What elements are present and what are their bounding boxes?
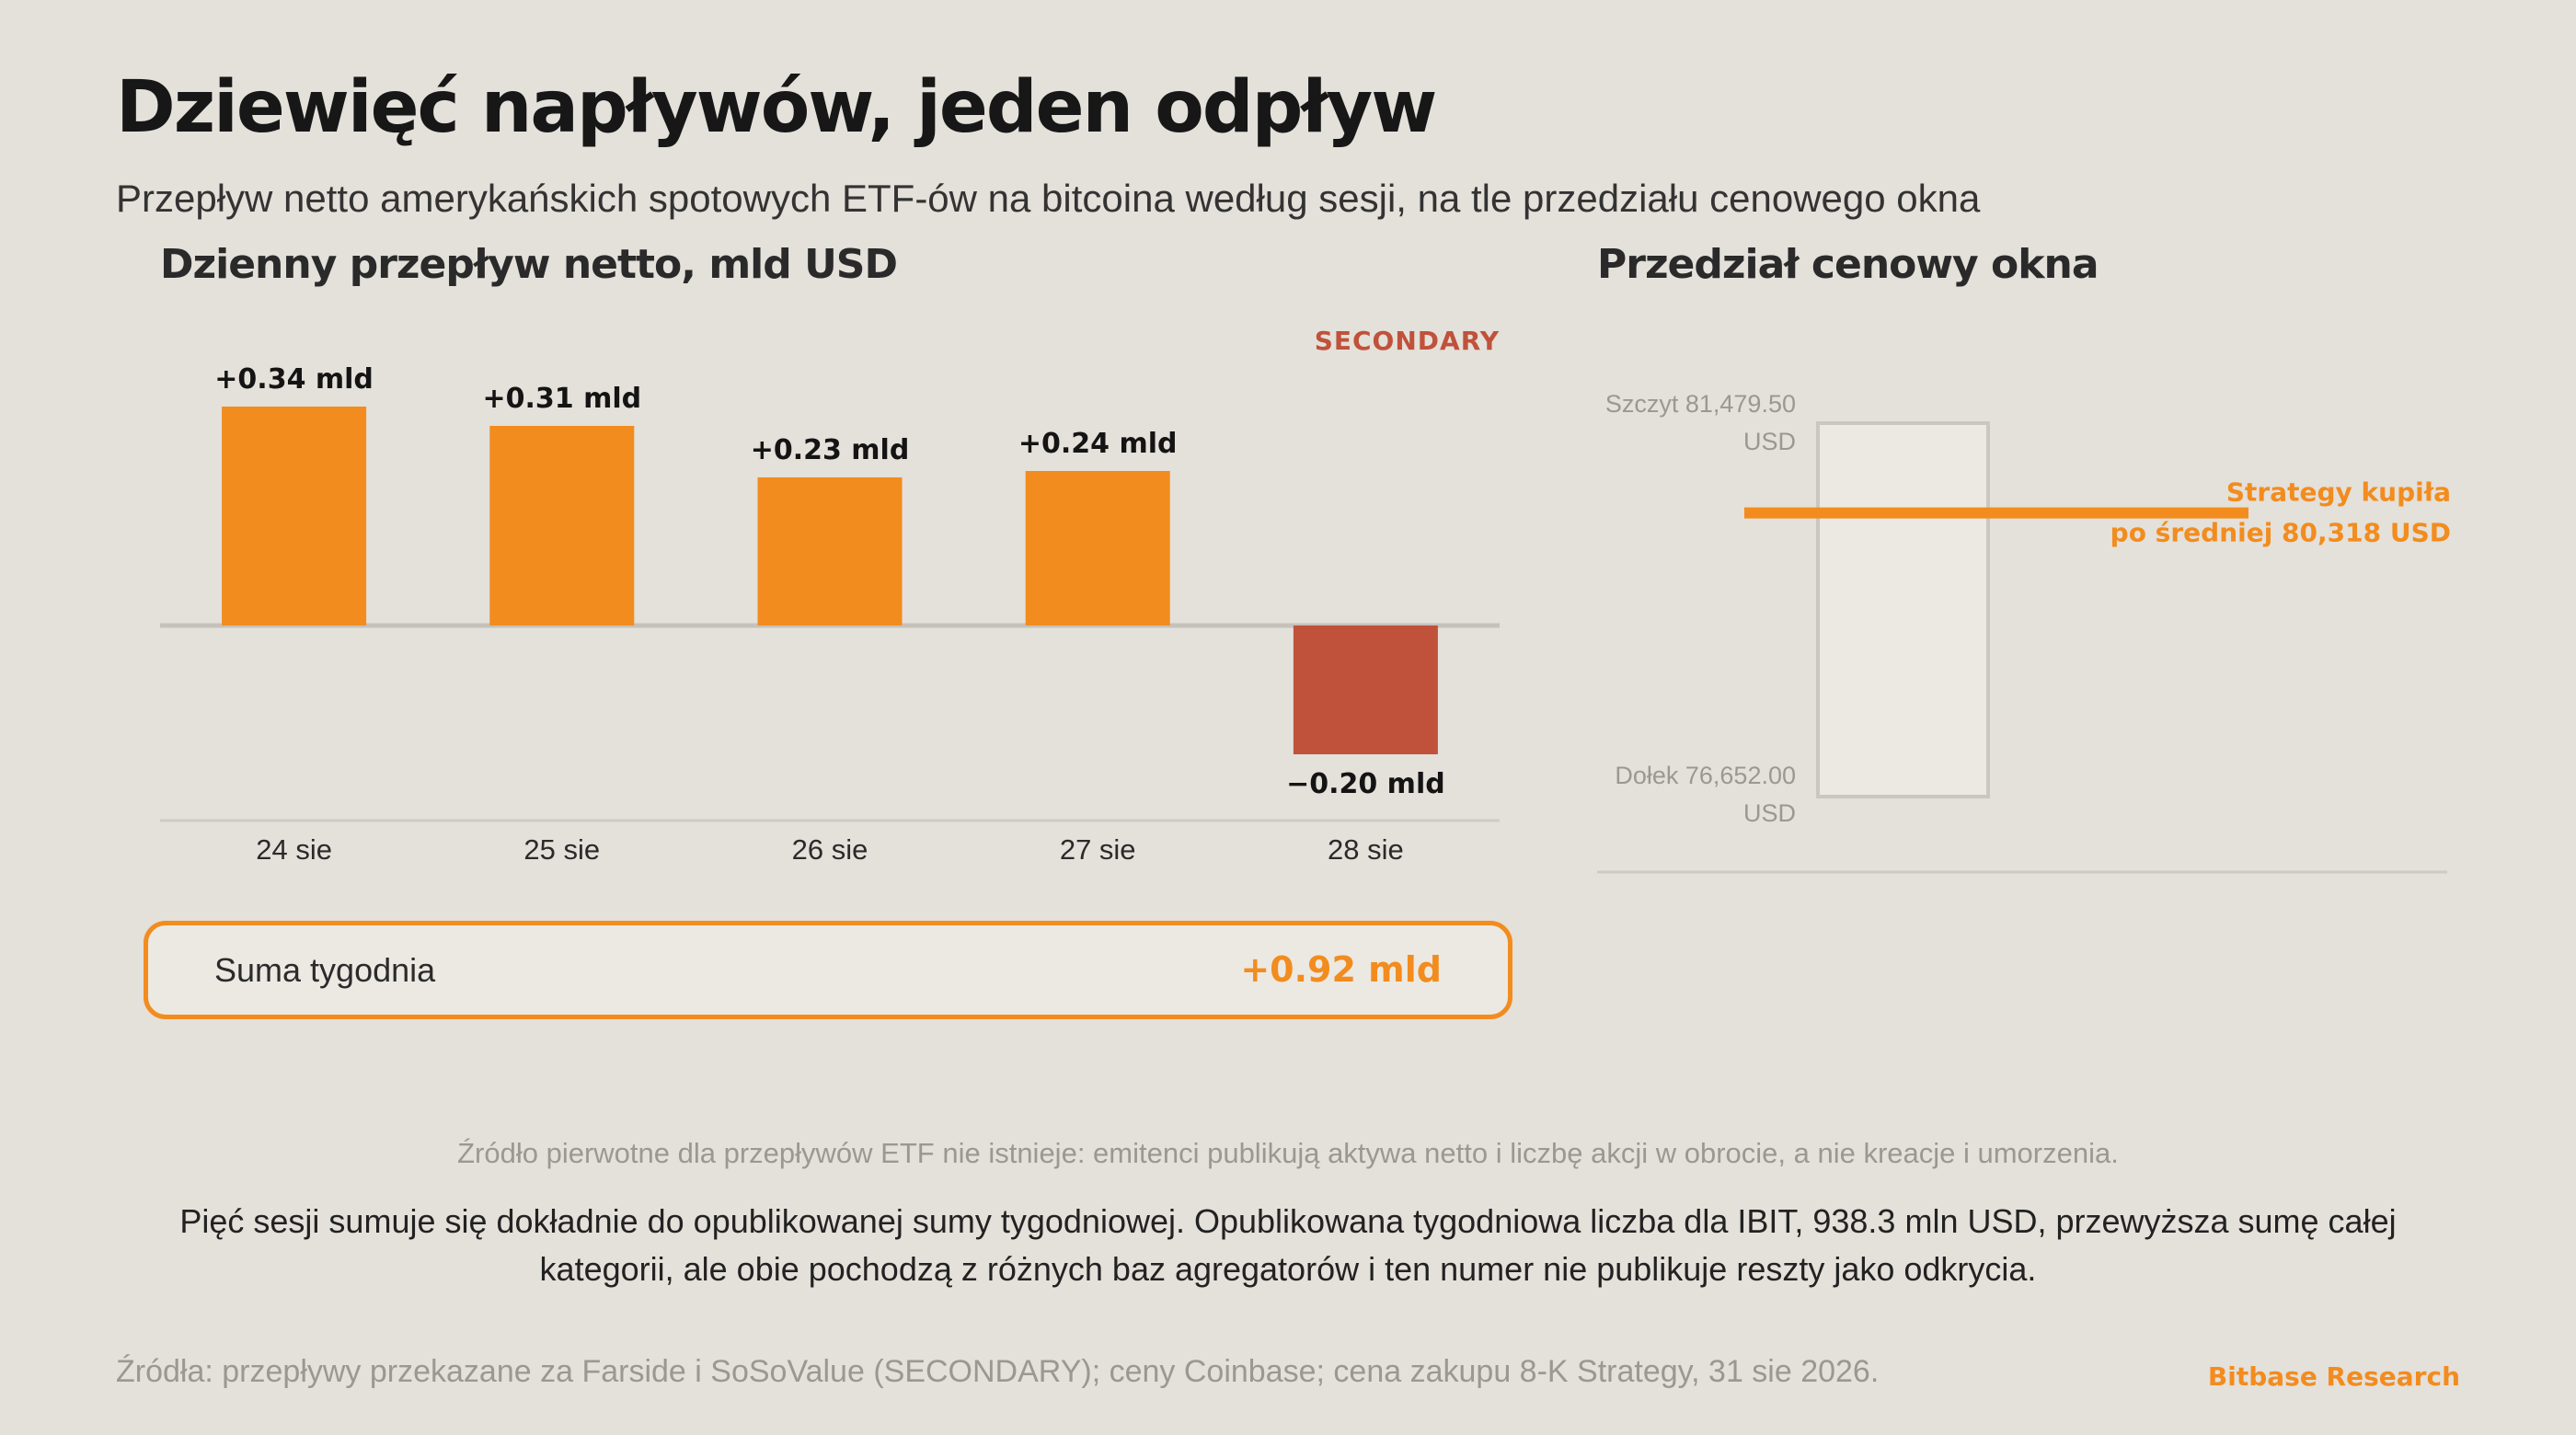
x-tick-label-1: 24 sie [256, 833, 332, 866]
strategy-buy-label-line1: Strategy kupiła [2226, 477, 2451, 508]
bar-value-label-4: +0.24 mld [1018, 428, 1178, 460]
x-tick-label-4: 27 sie [1060, 833, 1136, 866]
bar-5 [1293, 626, 1438, 754]
bar-value-label-1: +0.34 mld [214, 363, 374, 396]
x-tick-label-3: 26 sie [792, 833, 868, 866]
bar-value-label-5: −0.20 mld [1286, 768, 1445, 800]
bar-4 [1025, 471, 1170, 626]
range-chart-title: Przedział cenowy okna [1597, 241, 2099, 288]
page-title: Dziewięć napływów, jeden odpływ [116, 66, 1437, 149]
body-text: Pięć sesji sumuje się dokładnie do opubl… [179, 1202, 2397, 1288]
source-note: Źródło pierwotne dla przepływów ETF nie … [457, 1137, 2119, 1169]
weekly-total-label: Suma tygodnia [214, 951, 436, 989]
range-high-label: Szczyt 81,479.50 [1605, 390, 1796, 418]
bar-value-label-3: +0.23 mld [751, 434, 910, 466]
price-range-box [1816, 421, 1990, 798]
bar-1 [222, 407, 367, 626]
flow-chart-title: Dzienny przepływ netto, mld USD [160, 241, 898, 288]
range-low-label: Dołek 76,652.00 [1615, 762, 1796, 789]
bar-2 [489, 426, 635, 626]
weekly-total-value: +0.92 mld [1240, 949, 1442, 990]
strategy-buy-label-line2: po średniej 80,318 USD [2110, 518, 2451, 548]
range-high-unit: USD [1743, 428, 1796, 455]
brand-label: Bitbase Research [2207, 1361, 2460, 1392]
page-subtitle: Przepływ netto amerykańskich spotowych E… [116, 177, 1981, 220]
weekly-total-box: Suma tygodnia +0.92 mld [144, 921, 1512, 1019]
range-low-unit: USD [1743, 799, 1796, 827]
bar-value-label-2: +0.31 mld [482, 383, 641, 415]
charts-canvas: SECONDARY +0.34 mld 24 sie +0.31 mld 25 sie +… [160, 326, 2451, 874]
sources-line: Źródła: przepływy przekazane za Farside … [116, 1354, 1880, 1389]
secondary-badge: SECONDARY [1315, 326, 1500, 356]
bar-3 [757, 477, 903, 626]
x-tick-label-5: 28 sie [1328, 833, 1404, 866]
x-tick-label-2: 25 sie [523, 833, 600, 866]
